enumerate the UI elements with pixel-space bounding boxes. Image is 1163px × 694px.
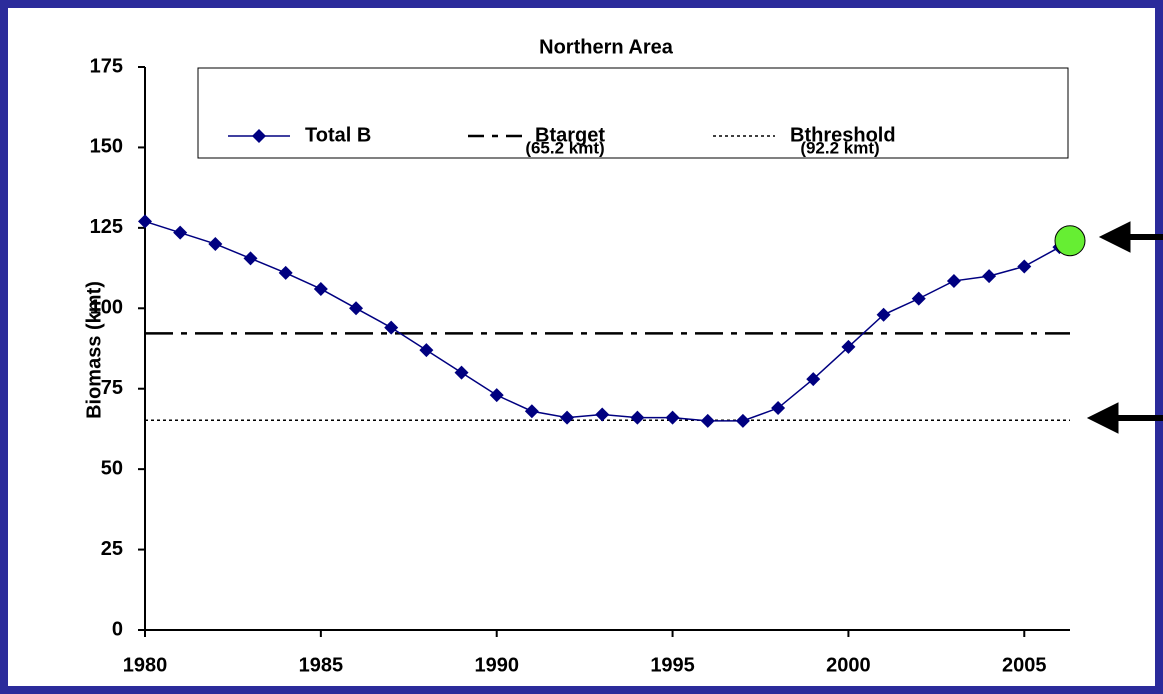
legend-swatch-marker — [252, 129, 266, 143]
data-point — [771, 401, 786, 416]
data-point — [524, 404, 539, 419]
data-point — [911, 291, 926, 306]
x-tick-label: 1985 — [299, 654, 344, 676]
data-point — [560, 410, 575, 425]
data-point — [630, 410, 645, 425]
y-axis-label: Biomass (kmt) — [83, 281, 105, 419]
legend-label: Total B — [305, 124, 371, 146]
y-tick-label: 50 — [101, 457, 123, 479]
data-point — [806, 372, 821, 387]
data-point — [384, 320, 399, 335]
y-tick-label: 25 — [101, 538, 123, 560]
data-point — [946, 273, 961, 288]
y-tick-label: 0 — [112, 618, 123, 640]
x-tick-label: 1995 — [650, 654, 695, 676]
legend-note: (92.2 kmt) — [800, 138, 879, 157]
data-point — [665, 410, 680, 425]
y-tick-label: 150 — [90, 136, 123, 158]
panel — [8, 8, 1155, 686]
data-point — [489, 388, 504, 403]
data-point — [313, 281, 328, 296]
data-point — [982, 269, 997, 284]
data-point — [1017, 259, 1032, 274]
data-point — [419, 343, 434, 358]
arrow-head — [1098, 221, 1131, 253]
y-tick-label: 100 — [90, 297, 123, 319]
arrow-head — [1086, 402, 1119, 434]
data-point — [349, 301, 364, 316]
x-tick-label: 2000 — [826, 654, 871, 676]
x-tick-label: 1990 — [474, 654, 519, 676]
data-point — [876, 307, 891, 322]
x-tick-label: 1980 — [123, 654, 168, 676]
x-tick-label: 2005 — [1002, 654, 1047, 676]
data-point — [138, 214, 152, 229]
legend-label: Bthreshold — [790, 124, 896, 146]
y-tick-label: 175 — [90, 55, 123, 77]
data-point — [700, 413, 715, 428]
arrows — [1086, 221, 1163, 434]
data-point — [841, 339, 856, 354]
data-point — [454, 365, 469, 380]
highlight-point — [1054, 225, 1086, 257]
data-point — [173, 225, 188, 240]
data-point — [735, 413, 750, 428]
y-tick-label: 75 — [101, 377, 123, 399]
data-point — [595, 407, 610, 422]
legend-note: (65.2 kmt) — [525, 138, 604, 157]
legend-box — [197, 67, 1069, 159]
legend-label: Btarget — [535, 124, 605, 146]
data-point — [208, 236, 223, 251]
data-point — [243, 251, 258, 266]
y-tick-label: 125 — [90, 216, 123, 238]
chart-title: Northern Area — [539, 36, 674, 58]
data-point — [278, 265, 293, 280]
